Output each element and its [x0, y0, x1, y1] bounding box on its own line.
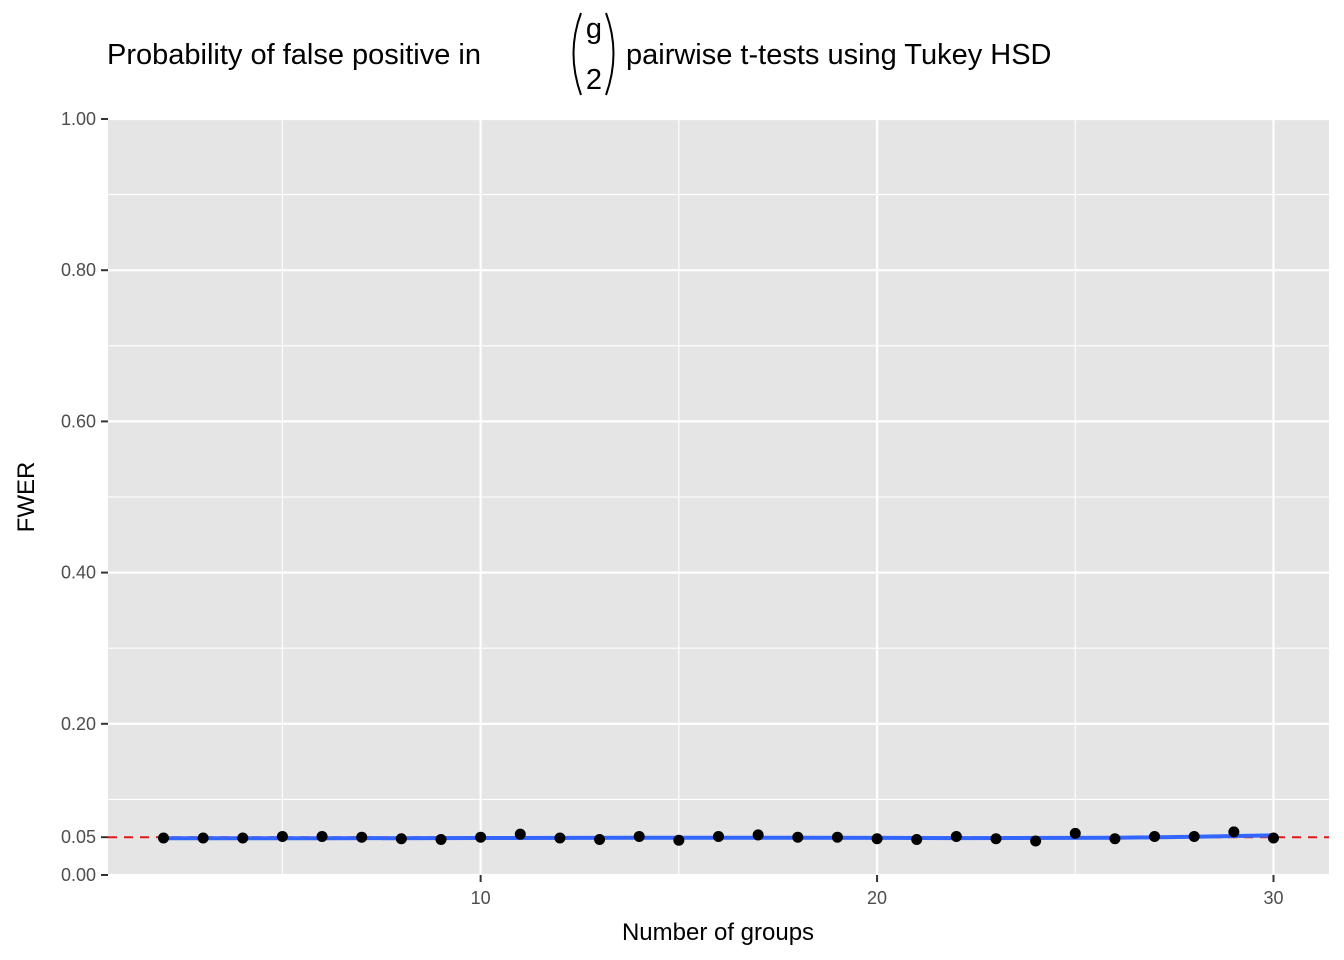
chart-title: Probability of false positive in g 2 pai…	[107, 12, 1051, 96]
grid-lines	[108, 117, 1329, 877]
chart-title-suffix: pairwise t-tests using Tukey HSD	[626, 39, 1051, 71]
data-point	[752, 829, 764, 841]
x-tick-label: 10	[471, 888, 491, 908]
y-axis-title: FWER	[13, 462, 40, 533]
x-tick-label: 30	[1263, 888, 1283, 908]
y-tick-label: 0.40	[61, 563, 96, 583]
title-binom-left-paren	[572, 12, 582, 96]
data-point	[713, 830, 724, 842]
data-point	[1149, 830, 1161, 842]
data-point	[395, 833, 407, 845]
data-point	[633, 830, 645, 842]
title-binom-top: g	[586, 13, 602, 45]
y-tick-label: 0.60	[61, 411, 96, 431]
data-point	[594, 833, 606, 845]
y-tick-label: 0.00	[61, 865, 96, 885]
x-axis-title: Number of groups	[622, 919, 814, 946]
data-point	[1268, 832, 1279, 844]
data-point	[1030, 835, 1042, 847]
y-tick-label: 0.20	[61, 714, 96, 734]
data-point	[276, 830, 288, 842]
chart-title-prefix: Probability of false positive in	[107, 39, 481, 71]
data-point	[1109, 833, 1121, 845]
data-point	[356, 831, 368, 843]
axes: 0.00 0.05 0.20 0.40 0.60 0.80 1.00 10 20 30	[61, 109, 1284, 908]
data-point	[316, 830, 328, 842]
y-tick-label: 0.80	[61, 260, 96, 280]
data-point	[792, 831, 804, 843]
data-point	[514, 828, 526, 840]
data-point	[237, 832, 249, 844]
y-tick-label: 0.05	[61, 827, 96, 847]
data-points	[158, 826, 1279, 847]
data-point	[911, 833, 923, 845]
data-point	[158, 832, 169, 844]
data-point	[673, 834, 685, 846]
data-point	[871, 833, 883, 845]
data-point	[990, 833, 1002, 845]
title-binom-bottom: 2	[586, 64, 602, 96]
data-point	[831, 831, 843, 843]
data-point	[950, 830, 962, 842]
data-point	[1188, 830, 1200, 842]
x-tick-label: 20	[867, 888, 887, 908]
data-point	[1228, 826, 1240, 838]
data-point	[475, 831, 487, 843]
y-tick-label: 1.00	[61, 109, 96, 129]
data-point	[554, 832, 566, 844]
title-binom-right-paren	[605, 12, 615, 96]
data-point	[435, 833, 447, 845]
data-point	[197, 832, 209, 844]
data-point	[1069, 827, 1081, 839]
